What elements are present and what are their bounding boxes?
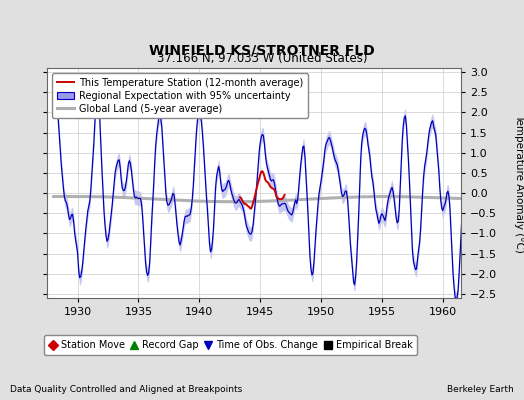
Text: Data Quality Controlled and Aligned at Breakpoints: Data Quality Controlled and Aligned at B… <box>10 385 243 394</box>
Y-axis label: Temperature Anomaly (°C): Temperature Anomaly (°C) <box>514 114 524 252</box>
Text: WINFIELD KS/STROTNER FLD: WINFIELD KS/STROTNER FLD <box>149 43 375 57</box>
Text: Berkeley Earth: Berkeley Earth <box>447 385 514 394</box>
Legend: This Temperature Station (12-month average), Regional Expectation with 95% uncer: This Temperature Station (12-month avera… <box>52 73 308 118</box>
Text: 37.166 N, 97.033 W (United States): 37.166 N, 97.033 W (United States) <box>157 52 367 65</box>
Legend: Station Move, Record Gap, Time of Obs. Change, Empirical Break: Station Move, Record Gap, Time of Obs. C… <box>44 336 417 355</box>
